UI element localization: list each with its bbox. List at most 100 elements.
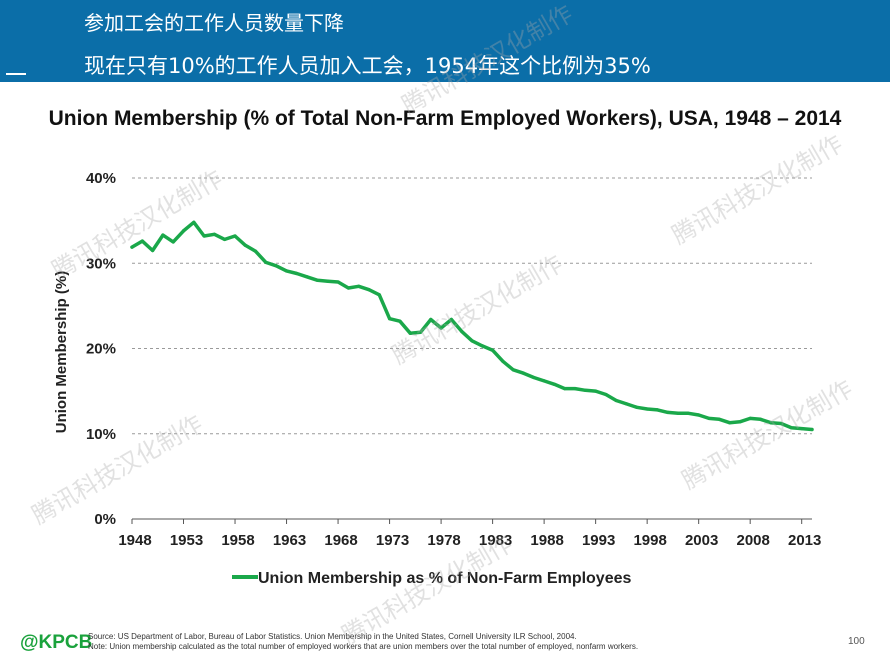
y-tick-label: 10% <box>86 426 116 443</box>
x-tick-label: 1973 <box>376 532 409 549</box>
data-point <box>583 388 587 392</box>
data-point <box>491 348 495 352</box>
data-point <box>439 326 443 330</box>
data-point <box>552 382 557 386</box>
y-tick-label: 0% <box>94 511 116 528</box>
data-point <box>521 371 526 375</box>
x-tick-label: 1993 <box>582 532 615 549</box>
data-point <box>697 413 701 417</box>
data-point <box>511 368 515 372</box>
x-tick-label: 1953 <box>170 532 203 549</box>
data-point <box>573 387 577 391</box>
x-tick-label: 1948 <box>118 532 151 549</box>
slide-header: 参加工会的工作人员数量下降 现在只有10%的工作人员加入工会，1954年这个比例… <box>0 0 890 82</box>
data-point <box>501 359 505 363</box>
data-point <box>418 330 423 334</box>
data-point <box>717 417 721 421</box>
data-point <box>666 410 670 414</box>
data-point <box>470 339 474 343</box>
data-point <box>429 317 433 322</box>
data-point <box>305 275 309 279</box>
y-tick-label: 30% <box>86 255 116 272</box>
data-point <box>223 237 227 241</box>
series-line <box>130 220 814 432</box>
data-point <box>779 421 783 426</box>
data-point <box>758 417 763 421</box>
data-point <box>357 284 361 288</box>
x-tick-label: 1988 <box>530 532 563 549</box>
data-point <box>728 421 732 425</box>
data-point <box>326 279 330 283</box>
data-point <box>140 239 144 243</box>
source-line: Source: US Department of Labor, Bureau o… <box>88 632 577 641</box>
data-point <box>243 243 247 247</box>
data-point <box>460 329 464 333</box>
data-point <box>594 389 598 393</box>
x-tick-label: 2003 <box>685 532 718 549</box>
data-point <box>151 248 155 253</box>
data-point <box>408 331 412 335</box>
kpcb-logo: @KPCB <box>20 632 93 653</box>
data-point <box>284 269 289 273</box>
header-line-1: 参加工会的工作人员数量下降 <box>84 11 344 35</box>
x-tick-label: 2013 <box>788 532 821 549</box>
x-tick-label: 1958 <box>221 532 254 549</box>
data-point <box>398 319 402 323</box>
data-point <box>645 407 649 411</box>
data-point <box>202 234 206 238</box>
data-point <box>449 317 453 322</box>
data-point <box>676 411 680 415</box>
data-point <box>542 379 546 383</box>
data-point <box>254 249 258 253</box>
data-point <box>563 387 567 391</box>
data-point <box>295 271 299 276</box>
data-point <box>810 427 814 432</box>
page-number: 100 <box>848 636 865 647</box>
note-line: Note: Union membership calculated as the… <box>88 642 639 651</box>
data-point <box>655 408 660 412</box>
data-point <box>769 421 773 425</box>
data-point <box>738 420 742 424</box>
data-point <box>686 411 691 415</box>
data-point <box>388 317 392 321</box>
header-dash <box>6 73 26 75</box>
legend-label: Union Membership as % of Non-Farm Employ… <box>258 570 632 587</box>
data-point <box>367 288 371 292</box>
data-point <box>532 375 536 380</box>
data-point <box>233 234 237 238</box>
data-point <box>192 220 196 224</box>
y-tick-label: 40% <box>86 170 116 187</box>
data-point <box>480 344 484 348</box>
data-point <box>315 278 320 282</box>
source-note: Source: US Department of Labor, Bureau o… <box>88 632 638 652</box>
data-point <box>789 426 794 430</box>
data-point <box>748 416 752 420</box>
x-tick-label: 1978 <box>427 532 460 549</box>
data-point <box>604 392 608 397</box>
data-point <box>264 260 268 264</box>
x-tick-label: 1968 <box>324 532 357 549</box>
data-point <box>614 398 618 403</box>
data-point <box>377 293 381 297</box>
x-tick-label: 2008 <box>736 532 769 549</box>
data-point <box>800 427 804 431</box>
data-point <box>171 240 175 244</box>
y-tick-label: 20% <box>86 341 116 358</box>
data-point <box>635 405 639 409</box>
data-point <box>130 245 134 249</box>
x-tick-label: 1998 <box>633 532 666 549</box>
chart-title: Union Membership (% of Total Non-Farm Em… <box>48 107 842 130</box>
data-point <box>707 416 711 420</box>
data-point <box>346 286 350 290</box>
data-point <box>161 233 165 237</box>
data-point <box>336 280 340 284</box>
data-point <box>624 402 629 406</box>
data-point <box>181 229 186 233</box>
x-tick-label: 1963 <box>273 532 306 549</box>
y-axis-label: Union Membership (%) <box>53 271 70 434</box>
data-point <box>212 232 216 236</box>
data-point <box>274 264 278 268</box>
x-tick-label: 1983 <box>479 532 512 549</box>
header-line-2: 现在只有10%的工作人员加入工会，1954年这个比例为35% <box>84 54 651 78</box>
